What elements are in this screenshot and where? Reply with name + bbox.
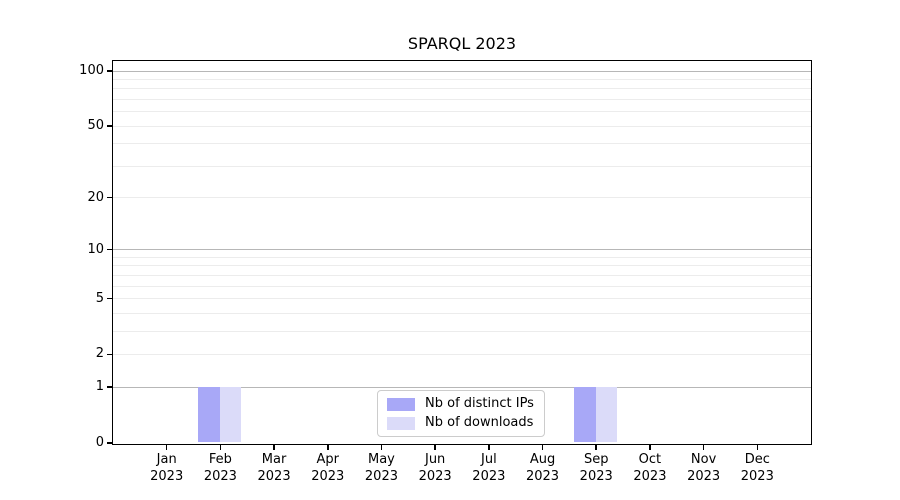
x-tick-label-jul-2023: Jul 2023 <box>472 452 506 484</box>
x-tick-label-mar-2023: Mar 2023 <box>257 452 291 484</box>
gridline-70 <box>112 98 811 100</box>
y-tick-label-10: 10 <box>87 241 104 257</box>
x-tick-nov-2023 <box>702 444 705 450</box>
legend-item-distinct-ips: Nb of distinct IPs <box>387 397 534 411</box>
gridline-80 <box>112 88 811 90</box>
x-tick-sep-2023 <box>595 444 597 450</box>
gridline-20 <box>112 197 811 199</box>
x-tick-jun-2023 <box>434 444 436 450</box>
legend-swatch-distinct-ips <box>387 397 415 411</box>
y-tick-0 <box>106 442 113 444</box>
x-tick-label-oct-2023: Oct 2023 <box>633 452 667 484</box>
gridline-4 <box>112 312 811 314</box>
x-tick-label-dec-2023: Dec 2023 <box>740 452 774 484</box>
x-tick-label-nov-2023: Nov 2023 <box>687 452 721 484</box>
gridline-30 <box>112 165 811 167</box>
gridline-100 <box>112 70 811 72</box>
y-tick-2 <box>106 353 113 356</box>
y-tick-5 <box>106 297 113 300</box>
gridline-1 <box>112 386 811 388</box>
gridline-60 <box>112 111 811 113</box>
y-tick-10 <box>106 248 113 251</box>
x-tick-label-feb-2023: Feb 2023 <box>203 452 237 484</box>
chart-title: SPARQL 2023 <box>407 34 517 53</box>
x-tick-label-aug-2023: Aug 2023 <box>525 452 560 484</box>
gridline-2 <box>112 353 811 355</box>
legend-label-distinct-ips: Nb of distinct IPs <box>425 396 534 411</box>
x-tick-label-jun-2023: Jun 2023 <box>418 452 452 484</box>
gridline-50 <box>112 125 811 127</box>
legend-label-downloads: Nb of downloads <box>425 415 534 430</box>
bar-nb-of-distinct-ips-sep-2023 <box>574 386 596 443</box>
bar-nb-of-distinct-ips-feb-2023 <box>198 386 220 443</box>
y-tick-100 <box>106 70 113 72</box>
x-tick-feb-2023 <box>219 444 222 450</box>
y-tick-20 <box>106 196 113 199</box>
x-tick-label-jan-2023: Jan 2023 <box>150 452 184 484</box>
y-tick-label-100: 100 <box>79 63 104 78</box>
x-tick-label-may-2023: May 2023 <box>364 452 398 484</box>
gridline-3 <box>112 330 811 332</box>
x-tick-may-2023 <box>380 444 383 450</box>
x-tick-dec-2023 <box>756 444 759 450</box>
y-tick-label-1: 1 <box>95 379 104 395</box>
gridline-40 <box>112 143 811 145</box>
x-tick-oct-2023 <box>649 444 651 450</box>
bar-nb-of-downloads-feb-2023 <box>219 386 242 443</box>
gridline-5 <box>112 298 811 300</box>
y-tick-label-0: 0 <box>95 435 104 450</box>
x-tick-apr-2023 <box>327 444 329 450</box>
y-tick-label-5: 5 <box>95 290 104 306</box>
y-tick-1 <box>106 386 113 388</box>
x-tick-mar-2023 <box>273 444 275 450</box>
legend-item-downloads: Nb of downloads <box>387 416 534 430</box>
legend-swatch-downloads <box>387 416 415 430</box>
gridline-8 <box>112 265 811 267</box>
y-tick-label-50: 50 <box>87 118 104 134</box>
gridline-90 <box>112 78 811 80</box>
x-tick-label-sep-2023: Sep 2023 <box>579 452 613 484</box>
y-tick-label-20: 20 <box>87 189 104 205</box>
plot-area <box>111 59 812 445</box>
y-tick-label-2: 2 <box>95 346 104 362</box>
x-tick-aug-2023 <box>541 444 544 450</box>
legend: Nb of distinct IPs Nb of downloads <box>377 390 545 437</box>
gridline-7 <box>112 274 811 276</box>
x-tick-jan-2023 <box>165 444 168 450</box>
gridline-6 <box>112 285 811 287</box>
gridline-9 <box>112 256 811 258</box>
bar-nb-of-downloads-sep-2023 <box>595 386 618 443</box>
gridline-10 <box>112 249 811 251</box>
x-tick-label-apr-2023: Apr 2023 <box>311 452 345 484</box>
y-tick-50 <box>106 125 113 127</box>
x-tick-jul-2023 <box>488 444 490 450</box>
